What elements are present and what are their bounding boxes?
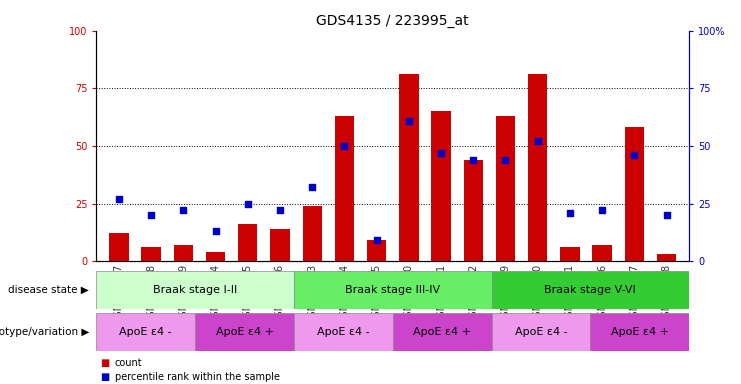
- Point: [339, 143, 350, 149]
- Text: ■: ■: [100, 372, 109, 382]
- Bar: [591, 313, 689, 351]
- Bar: [491, 271, 689, 309]
- Point: [628, 152, 640, 158]
- Point: [403, 118, 415, 124]
- Bar: [142, 247, 161, 261]
- Title: GDS4135 / 223995_at: GDS4135 / 223995_at: [316, 14, 469, 28]
- Text: ■: ■: [100, 358, 109, 368]
- Bar: [528, 74, 548, 261]
- Point: [306, 184, 318, 190]
- Point: [210, 228, 222, 234]
- Text: ApoE ε4 -: ApoE ε4 -: [514, 327, 568, 337]
- Bar: [238, 224, 257, 261]
- Text: ApoE ε4 -: ApoE ε4 -: [119, 327, 172, 337]
- Text: Braak stage III-IV: Braak stage III-IV: [345, 285, 440, 295]
- Point: [661, 212, 673, 218]
- Bar: [173, 245, 193, 261]
- Bar: [109, 233, 128, 261]
- Text: Braak stage I-II: Braak stage I-II: [153, 285, 237, 295]
- Bar: [657, 254, 677, 261]
- Bar: [206, 252, 225, 261]
- Bar: [195, 313, 294, 351]
- Point: [145, 212, 157, 218]
- Bar: [270, 229, 290, 261]
- Point: [468, 157, 479, 163]
- Bar: [393, 313, 491, 351]
- Point: [499, 157, 511, 163]
- Text: disease state ▶: disease state ▶: [8, 285, 89, 295]
- Text: ApoE ε4 -: ApoE ε4 -: [317, 327, 370, 337]
- Point: [597, 207, 608, 214]
- Text: genotype/variation ▶: genotype/variation ▶: [0, 327, 89, 337]
- Point: [435, 150, 447, 156]
- Bar: [593, 245, 612, 261]
- Bar: [560, 247, 579, 261]
- Point: [564, 210, 576, 216]
- Text: count: count: [115, 358, 142, 368]
- Bar: [335, 116, 354, 261]
- Bar: [294, 313, 393, 351]
- Bar: [625, 127, 644, 261]
- Bar: [431, 111, 451, 261]
- Bar: [367, 240, 386, 261]
- Text: ApoE ε4 +: ApoE ε4 +: [611, 327, 668, 337]
- Bar: [96, 271, 294, 309]
- Point: [113, 196, 124, 202]
- Text: Braak stage V-VI: Braak stage V-VI: [545, 285, 637, 295]
- Bar: [496, 116, 515, 261]
- Text: ApoE ε4 +: ApoE ε4 +: [216, 327, 273, 337]
- Bar: [294, 271, 491, 309]
- Bar: [464, 160, 483, 261]
- Point: [177, 207, 189, 214]
- Point: [370, 237, 382, 243]
- Point: [274, 207, 286, 214]
- Bar: [491, 313, 591, 351]
- Bar: [96, 313, 195, 351]
- Text: percentile rank within the sample: percentile rank within the sample: [115, 372, 280, 382]
- Text: ApoE ε4 +: ApoE ε4 +: [413, 327, 471, 337]
- Bar: [302, 206, 322, 261]
- Point: [532, 138, 544, 144]
- Point: [242, 200, 253, 207]
- Bar: [399, 74, 419, 261]
